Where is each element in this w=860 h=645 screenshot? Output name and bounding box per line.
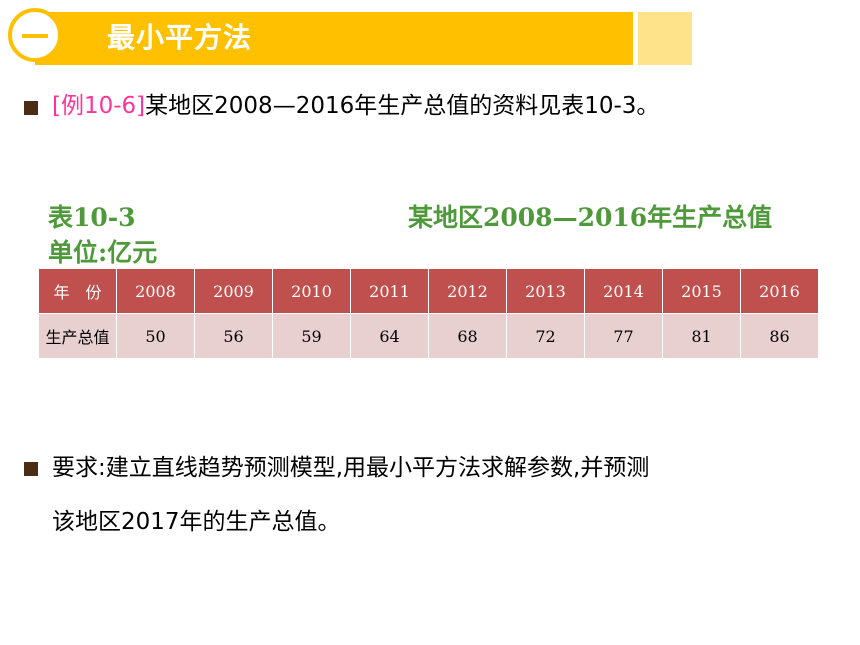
requirement-line-2: 该地区2017年的生产总值。 <box>52 509 341 535</box>
example-paragraph: [例10-6]某地区2008—2016年生产总值的资料见表10-3。 <box>52 90 659 122</box>
section-number-one-glyph <box>22 34 48 38</box>
year-cell: 2012 <box>428 268 507 314</box>
gdp-value-cell: 72 <box>506 313 585 359</box>
section-number-badge <box>8 8 62 62</box>
example-text: 某地区2008—2016年生产总值的资料见表10-3。 <box>145 93 660 119</box>
gdp-label-cell: 生产总值 <box>38 313 117 359</box>
year-cell: 2010 <box>272 268 351 314</box>
gdp-value-cell: 77 <box>584 313 663 359</box>
year-cell: 2014 <box>584 268 663 314</box>
gdp-value-cell: 86 <box>740 313 819 359</box>
section-header-accent-box <box>638 12 692 65</box>
bullet-square-icon <box>24 101 38 115</box>
year-cell: 2009 <box>194 268 273 314</box>
table-caption-id: 表10-3 <box>48 203 136 232</box>
section-header-band <box>35 12 633 65</box>
gdp-value-cell: 50 <box>116 313 195 359</box>
gdp-data-table: 年 份 2008 2009 2010 2011 2012 2013 2014 2… <box>38 268 819 359</box>
year-cell: 2016 <box>740 268 819 314</box>
gdp-value-cell: 59 <box>272 313 351 359</box>
gdp-value-cell: 68 <box>428 313 507 359</box>
example-reference: [例10-6] <box>52 93 146 119</box>
requirement-line-1: 要求:建立直线趋势预测模型,用最小平方法求解参数,并预测 <box>52 455 650 481</box>
section-title: 最小平方法 <box>107 21 253 54</box>
year-cell: 2013 <box>506 268 585 314</box>
year-cell: 2015 <box>662 268 741 314</box>
table-row: 生产总值 50 56 59 64 68 72 77 81 86 <box>38 313 819 359</box>
year-cell: 2008 <box>116 268 195 314</box>
table-header-row: 年 份 2008 2009 2010 2011 2012 2013 2014 2… <box>38 268 819 314</box>
year-cell: 2011 <box>350 268 429 314</box>
gdp-value-cell: 64 <box>350 313 429 359</box>
table-unit: 单位:亿元 <box>48 238 158 267</box>
gdp-value-cell: 56 <box>194 313 273 359</box>
bullet-square-icon <box>24 462 38 476</box>
gdp-value-cell: 81 <box>662 313 741 359</box>
year-header-cell: 年 份 <box>38 268 117 314</box>
table-caption-title: 某地区2008—2016年生产总值 <box>408 203 773 232</box>
